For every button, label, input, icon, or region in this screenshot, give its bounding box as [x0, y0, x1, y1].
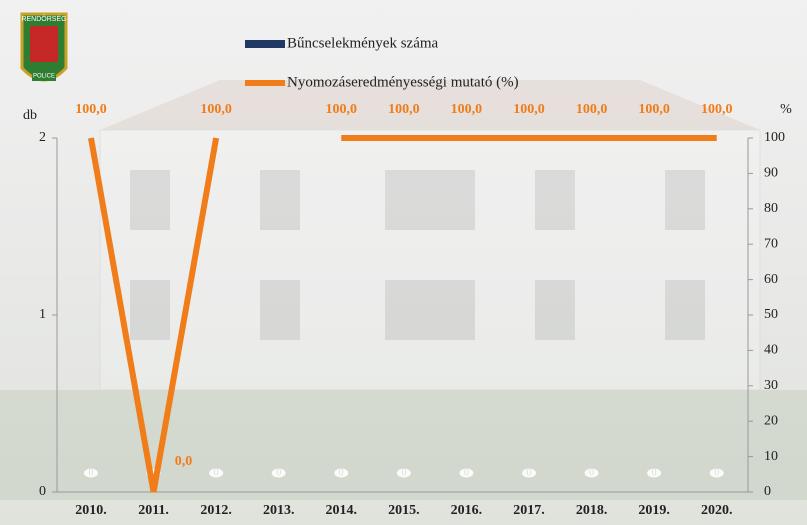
- x-tick-label: 2014.: [326, 503, 358, 518]
- line-label: 100,0: [451, 102, 483, 117]
- legend-swatch: [245, 40, 285, 48]
- bar-label: 0: [464, 467, 469, 478]
- y-tick-label: 0: [39, 484, 46, 499]
- bar-label: 0: [714, 467, 719, 478]
- y2-tick-label: 50: [764, 307, 778, 322]
- bar-label: 0: [214, 467, 219, 478]
- y-tick-label: 1: [39, 307, 46, 322]
- line-label: 100,0: [200, 102, 232, 117]
- bar-label: 0: [401, 467, 406, 478]
- x-tick-label: 2012.: [200, 503, 232, 518]
- y-tick-label: 2: [39, 130, 46, 145]
- y2-axis-label: %: [780, 102, 792, 117]
- x-tick-label: 2010.: [75, 503, 107, 518]
- logo-top: RENDŐRSÉG: [21, 14, 66, 23]
- chart: RENDŐRSÉG POLICE db % 012010203040506070…: [0, 0, 807, 525]
- x-tick-label: 2019.: [638, 503, 670, 518]
- y2-tick-label: 90: [764, 166, 778, 181]
- y2-tick-label: 100: [764, 130, 785, 145]
- x-tick-label: 2020.: [701, 503, 733, 518]
- bar-label: 0: [339, 467, 344, 478]
- line-label: 100,0: [638, 102, 670, 117]
- bar-label: 0: [589, 467, 594, 478]
- x-tick-label: 2011.: [138, 503, 169, 518]
- line-label: 100,0: [326, 102, 358, 117]
- x-tick-label: 2013.: [263, 503, 295, 518]
- y2-tick-label: 20: [764, 413, 778, 428]
- bar-label: 0: [652, 467, 657, 478]
- line-label: 100,0: [576, 102, 608, 117]
- x-tick-label: 2016.: [451, 503, 483, 518]
- bar-label: 0: [276, 467, 281, 478]
- line-label: 100,0: [701, 102, 733, 117]
- y2-tick-label: 0: [764, 484, 771, 499]
- logo: RENDŐRSÉG POLICE: [21, 14, 66, 81]
- building-photo: [0, 80, 807, 500]
- y-axis-label: db: [23, 108, 37, 123]
- bar-label: 0: [88, 467, 93, 478]
- line-label: 100,0: [513, 102, 545, 117]
- logo-bottom: POLICE: [33, 74, 55, 80]
- line-label: 0,0: [175, 454, 193, 469]
- line-label: 100,0: [388, 102, 420, 117]
- x-tick-label: 2015.: [388, 503, 420, 518]
- y2-tick-label: 40: [764, 343, 778, 358]
- line-label: 100,0: [75, 102, 107, 117]
- x-tick-label: 2017.: [513, 503, 545, 518]
- y2-tick-label: 30: [764, 378, 778, 393]
- y2-tick-label: 80: [764, 201, 778, 216]
- y2-tick-label: 10: [764, 449, 778, 464]
- y2-tick-label: 60: [764, 272, 778, 287]
- legend-label: Nyomozáseredményességi mutató (%): [287, 74, 519, 90]
- x-tick-label: 2018.: [576, 503, 608, 518]
- y2-tick-label: 70: [764, 236, 778, 251]
- legend-label: Bűncselekmények száma: [287, 35, 439, 51]
- bar-label: 0: [526, 467, 531, 478]
